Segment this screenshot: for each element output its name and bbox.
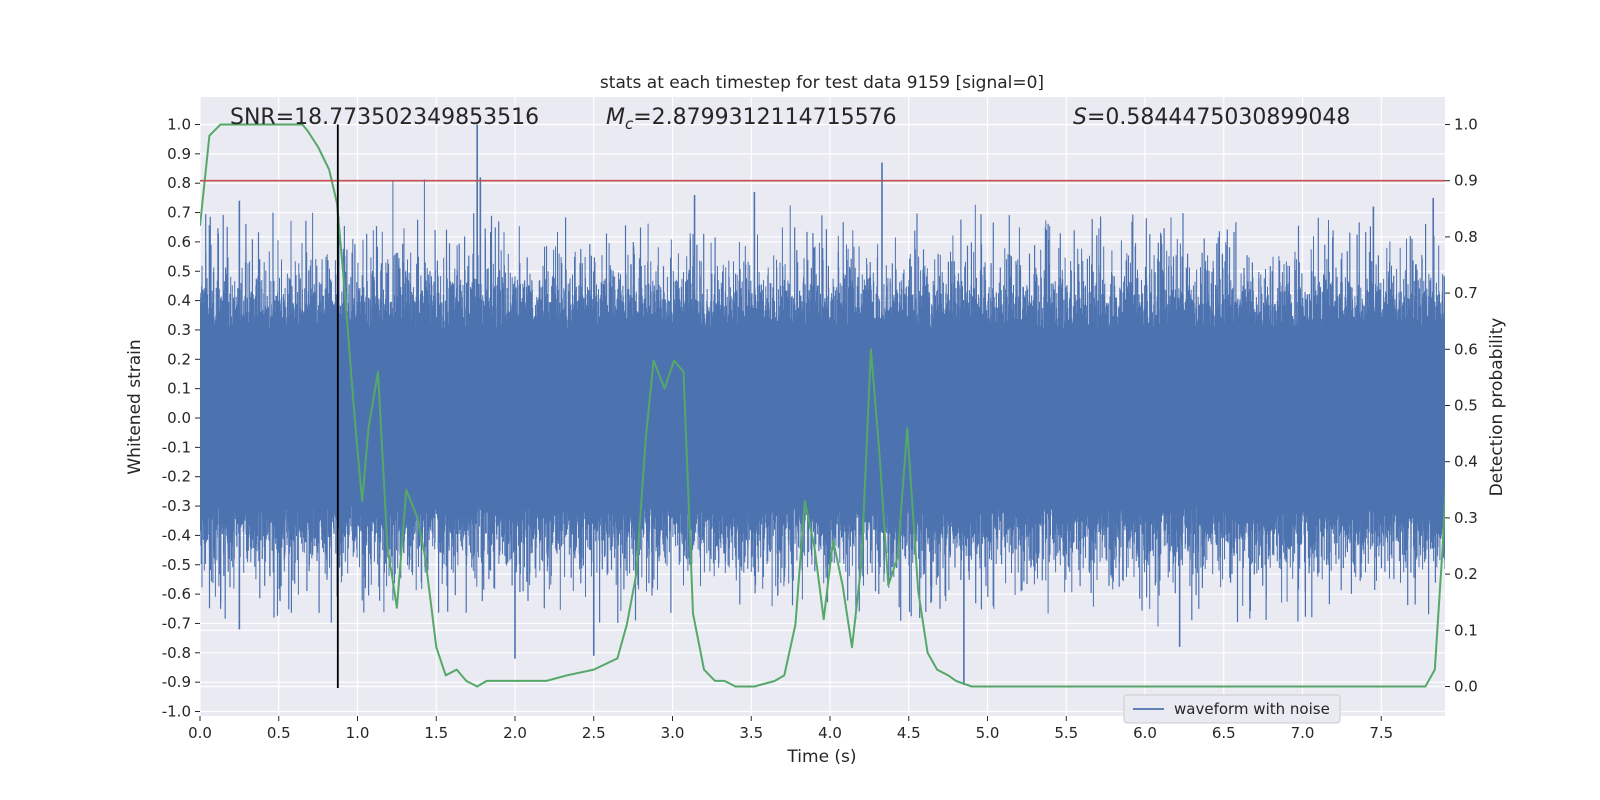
y-tick-label: 0.9: [167, 145, 191, 163]
y-tick-label: -1.0: [162, 703, 191, 721]
y-tick-label: -0.5: [162, 556, 191, 574]
y2-tick-label: 0.6: [1454, 340, 1478, 358]
waveform-series: [200, 124, 1445, 686]
x-tick-label: 3.0: [661, 724, 685, 742]
y2-axis-ticks: 1.0 0.9 0.8 0.7 0.6 0.5 0.4 0.3 0.2 0.1 0.0: [1445, 116, 1478, 696]
y-tick-label: -0.4: [162, 526, 191, 544]
y2-tick-label: 0.8: [1454, 228, 1478, 246]
x-axis-ticks: 0.0 0.5 1.0 1.5 2.0 2.5 3.0 3.5 4.0 4.5 5.0 5.5 6.0 6…: [188, 716, 1393, 742]
y2-tick-label: 0.2: [1454, 565, 1478, 583]
y-tick-label: 0.7: [167, 204, 191, 222]
y-tick-label: 1.0: [167, 116, 191, 134]
x-tick-label: 1.5: [424, 724, 448, 742]
y-tick-label: -0.3: [162, 497, 191, 515]
chirp-mass-stat: Mc=2.8799312114715576: [606, 105, 897, 133]
x-tick-label: 4.5: [897, 724, 921, 742]
x-tick-label: 6.0: [1133, 724, 1157, 742]
x-tick-label: 5.5: [1054, 724, 1078, 742]
y2-tick-label: 0.4: [1454, 453, 1478, 471]
detection-probability-line: [200, 123, 1445, 688]
y-tick-label: -0.7: [162, 614, 191, 632]
y-tick-label: -0.6: [162, 585, 191, 603]
y-tick-label: -0.9: [162, 673, 191, 691]
s-stat: S=0.5844475030899048: [1073, 105, 1350, 130]
y-tick-label: 0.5: [167, 262, 191, 280]
x-tick-label: 7.0: [1291, 724, 1315, 742]
y2-tick-label: 0.9: [1454, 172, 1478, 190]
legend: waveform with noise: [1123, 694, 1341, 724]
y2-axis-label: Detection probability: [1487, 318, 1507, 497]
x-tick-label: 6.5: [1212, 724, 1236, 742]
y-tick-label: 0.6: [167, 233, 191, 251]
x-tick-label: 2.0: [503, 724, 527, 742]
y-tick-label: 0.1: [167, 380, 191, 398]
x-tick-label: 4.0: [818, 724, 842, 742]
y-tick-label: -0.1: [162, 438, 191, 456]
y-tick-label: 0.8: [167, 174, 191, 192]
x-tick-label: 5.0: [976, 724, 1000, 742]
y-axis-ticks: 1.0 0.9 0.8 0.7 0.6 0.5 0.4 0.3 0.2 0.1 0.0 -0.1 -0.…: [162, 116, 200, 721]
y-axis-label: Whitened strain: [125, 339, 145, 474]
y-tick-label: -0.8: [162, 644, 191, 662]
y-tick-label: 0.0: [167, 409, 191, 427]
y-tick-label: -0.2: [162, 468, 191, 486]
x-axis-label: Time (s): [786, 747, 856, 767]
x-tick-label: 7.5: [1369, 724, 1393, 742]
y2-tick-label: 0.7: [1454, 284, 1478, 302]
y2-tick-label: 0.1: [1454, 621, 1478, 639]
x-tick-label: 0.5: [267, 724, 291, 742]
x-tick-label: 3.5: [739, 724, 763, 742]
y-tick-label: 0.3: [167, 321, 191, 339]
y2-tick-label: 0.5: [1454, 397, 1478, 415]
chart-title: stats at each timestep for test data 915…: [600, 73, 1044, 93]
legend-box: [1123, 694, 1341, 724]
y-tick-label: 0.2: [167, 350, 191, 368]
x-tick-label: 1.0: [346, 724, 370, 742]
y-tick-label: 0.4: [167, 292, 191, 310]
x-tick-label: 2.5: [582, 724, 606, 742]
y2-tick-label: 1.0: [1454, 116, 1478, 134]
y2-tick-label: 0.3: [1454, 509, 1478, 527]
legend-label-waveform: waveform with noise: [1174, 700, 1330, 718]
y2-tick-label: 0.0: [1454, 678, 1478, 696]
snr-stat: SNR=18.773502349853516: [230, 105, 539, 130]
x-tick-label: 0.0: [188, 724, 212, 742]
